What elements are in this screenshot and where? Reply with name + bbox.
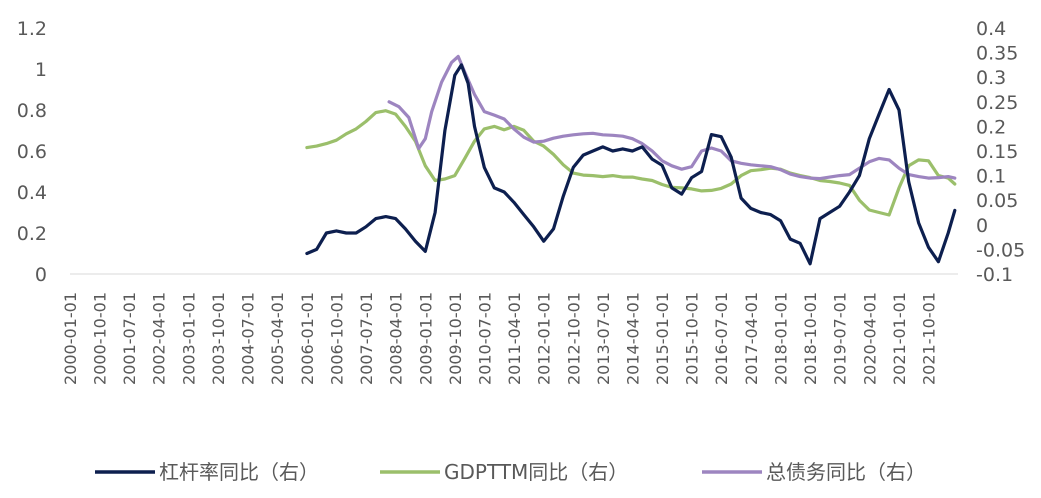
- x-tick-label: 2006-10-01: [327, 292, 346, 385]
- left-tick-label: 0.2: [17, 223, 47, 245]
- right-tick-label: 0: [976, 215, 988, 237]
- x-tick-label: 2002-04-01: [150, 292, 169, 385]
- left-axis-ticks: 0 0.2 0.4 0.6 0.8 1 1.2: [17, 18, 47, 286]
- legend-label: 杠杆率同比（右）: [159, 460, 319, 484]
- right-tick-label: 0.2: [976, 116, 1006, 138]
- x-tick-label: 2014-04-01: [623, 292, 642, 385]
- x-tick-label: 2003-10-01: [209, 292, 228, 385]
- right-axis-ticks: -0.1 -0.050 0.050.1 0.15 0.20.25 0.30.35 0.4: [976, 18, 1025, 286]
- x-tick-label: 2007-07-01: [357, 292, 376, 385]
- x-tick-label: 2013-07-01: [594, 292, 613, 385]
- x-tick-label: 2019-07-01: [831, 292, 850, 385]
- x-tick-label: 2010-07-01: [475, 292, 494, 385]
- x-tick-label: 2012-10-01: [564, 292, 583, 385]
- legend-label: 总债务同比（右）: [766, 460, 926, 484]
- x-tick-label: 2008-04-01: [387, 292, 406, 385]
- x-tick-label: 2015-01-01: [653, 292, 672, 385]
- x-tick-label: 2018-01-01: [772, 292, 791, 385]
- series-line-0: [305, 63, 957, 266]
- left-tick-label: 0.8: [17, 100, 47, 122]
- x-tick-label: 2001-07-01: [120, 292, 139, 385]
- x-tick-label: 2018-10-01: [801, 292, 820, 385]
- x-tick-label: 2021-01-01: [890, 292, 909, 385]
- left-tick-label: 0: [35, 264, 47, 286]
- x-tick-label: 2011-04-01: [505, 292, 524, 385]
- right-tick-label: -0.05: [976, 239, 1025, 261]
- x-tick-label: 2009-01-01: [416, 292, 435, 385]
- right-tick-label: 0.4: [976, 18, 1006, 40]
- left-tick-label: 1: [35, 59, 47, 81]
- right-tick-label: 0.3: [976, 67, 1006, 89]
- x-tick-label: 2020-04-01: [860, 292, 879, 385]
- right-tick-label: 0.35: [976, 43, 1018, 65]
- right-tick-label: 0.05: [976, 190, 1018, 212]
- series-line-1: [305, 109, 957, 217]
- x-tick-label: 2021-10-01: [919, 292, 938, 385]
- x-tick-label: 2005-04-01: [268, 292, 287, 385]
- x-tick-label: 2012-01-01: [535, 292, 554, 385]
- x-tick-label: 2006-01-01: [298, 292, 317, 385]
- x-tick-label: 2003-01-01: [179, 292, 198, 385]
- x-tick-label: 2000-10-01: [91, 292, 110, 385]
- right-tick-label: 0.15: [976, 141, 1018, 163]
- left-tick-label: 0.4: [17, 182, 47, 204]
- series-lines: [305, 54, 957, 266]
- right-tick-label: 0.25: [976, 92, 1018, 114]
- legend-label: GDPTTM同比（右）: [444, 460, 628, 484]
- left-tick-label: 1.2: [17, 18, 47, 40]
- x-tick-label: 2015-10-01: [683, 292, 702, 385]
- x-axis-ticks: 2000-01-01 2000-10-01 2001-07-01 2002-04-01…: [61, 292, 938, 385]
- x-tick-label: 2004-07-01: [239, 292, 258, 385]
- x-tick-label: 2000-01-01: [61, 292, 80, 385]
- x-tick-label: 2017-04-01: [742, 292, 761, 385]
- right-tick-label: -0.1: [976, 264, 1013, 286]
- legend: 杠杆率同比（右） GDPTTM同比（右） 总债务同比（右）: [95, 460, 926, 484]
- x-tick-label: 2009-10-01: [446, 292, 465, 385]
- x-tick-label: 2016-07-01: [712, 292, 731, 385]
- right-tick-label: 0.1: [976, 166, 1006, 188]
- left-tick-label: 0.6: [17, 141, 47, 163]
